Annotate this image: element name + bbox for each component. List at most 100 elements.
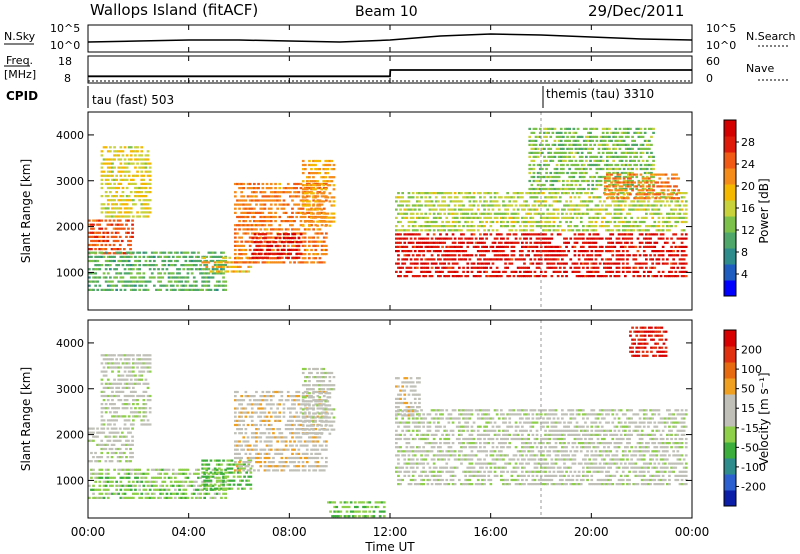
range-cell <box>282 220 286 223</box>
range-cell <box>551 131 555 134</box>
range-cell <box>447 266 451 269</box>
range-cell <box>119 211 123 214</box>
range-cell <box>125 259 129 263</box>
range-cell <box>312 192 315 195</box>
range-cell <box>428 225 432 228</box>
range-cell <box>612 193 615 196</box>
range-cell <box>297 228 301 231</box>
range-cell <box>278 203 282 206</box>
range-cell <box>113 354 116 357</box>
range-cell <box>102 248 106 251</box>
range-cell <box>405 208 409 211</box>
range-cell <box>118 456 122 459</box>
range-cell <box>236 182 239 186</box>
range-cell <box>584 275 587 278</box>
range-cell <box>132 423 135 426</box>
range-cell <box>594 245 598 248</box>
range-cell <box>250 261 254 264</box>
range-cell <box>621 254 625 257</box>
range-cell <box>530 187 534 191</box>
range-cell <box>112 248 116 251</box>
range-cell <box>434 250 438 253</box>
range-cell <box>618 177 622 180</box>
range-cell <box>272 215 275 219</box>
range-cell <box>432 220 436 224</box>
range-cell <box>612 197 615 200</box>
range-cell <box>119 255 123 258</box>
range-cell <box>636 250 640 253</box>
range-cell <box>622 193 626 196</box>
range-cell <box>129 394 133 398</box>
range-cell <box>310 188 313 191</box>
range-cell <box>324 176 328 179</box>
range-cell <box>557 175 561 179</box>
range-cell <box>586 208 589 211</box>
range-cell <box>538 143 542 146</box>
range-cell <box>535 233 539 236</box>
range-cell <box>595 135 599 138</box>
range-cell <box>213 261 217 264</box>
range-cell <box>636 208 640 211</box>
range-cell <box>596 250 600 253</box>
range-cell <box>449 196 453 199</box>
range-cell <box>209 276 213 279</box>
range-cell <box>125 374 129 377</box>
range-cell <box>96 264 100 267</box>
range-cell <box>651 216 654 219</box>
range-cell <box>617 229 621 232</box>
range-cell <box>512 233 516 236</box>
range-cell <box>589 131 592 134</box>
range-cell <box>121 378 125 381</box>
range-cell <box>399 204 402 207</box>
range-cell <box>506 204 509 207</box>
range-cell <box>680 266 684 269</box>
range-cell <box>637 159 641 162</box>
range-cell <box>280 261 284 264</box>
range-cell <box>451 229 455 232</box>
range-cell <box>569 212 573 215</box>
range-cell <box>460 200 463 203</box>
colorbar-swatch <box>724 232 736 249</box>
range-cell <box>441 270 444 273</box>
range-cell <box>90 288 93 291</box>
range-cell <box>621 225 625 228</box>
range-cell <box>280 207 284 210</box>
range-cell <box>460 258 463 261</box>
range-cell <box>598 245 602 248</box>
range-cell <box>249 265 253 268</box>
range-cell <box>306 192 309 195</box>
range-cell <box>590 237 594 240</box>
range-cell <box>136 354 139 357</box>
range-cell <box>536 179 540 183</box>
range-cell <box>595 183 599 187</box>
scatter-region <box>234 182 328 264</box>
range-cell <box>161 259 165 263</box>
range-cell <box>316 192 319 195</box>
range-cell <box>146 366 150 369</box>
range-cell <box>409 220 413 224</box>
range-cell <box>428 245 432 248</box>
range-cell <box>116 431 120 434</box>
range-cell <box>132 382 135 385</box>
range-cell <box>115 251 118 254</box>
range-cell <box>224 270 227 273</box>
range-cell <box>451 266 455 269</box>
range-cell <box>207 272 211 275</box>
range-cell <box>535 220 539 224</box>
range-cell <box>94 255 97 258</box>
colorbar-tick-label: 28 <box>741 136 755 149</box>
range-cell <box>127 158 131 161</box>
range-cell <box>508 216 512 219</box>
range-cell <box>251 237 255 240</box>
range-cell <box>649 204 652 207</box>
range-cell <box>628 204 631 207</box>
range-cell <box>460 229 463 232</box>
range-cell <box>242 224 246 227</box>
range-cell <box>637 197 641 200</box>
range-cell <box>603 179 607 183</box>
range-cell <box>134 150 137 153</box>
range-cell <box>529 192 533 195</box>
range-cell <box>397 262 400 265</box>
range-cell <box>246 182 250 186</box>
range-cell <box>114 427 118 430</box>
